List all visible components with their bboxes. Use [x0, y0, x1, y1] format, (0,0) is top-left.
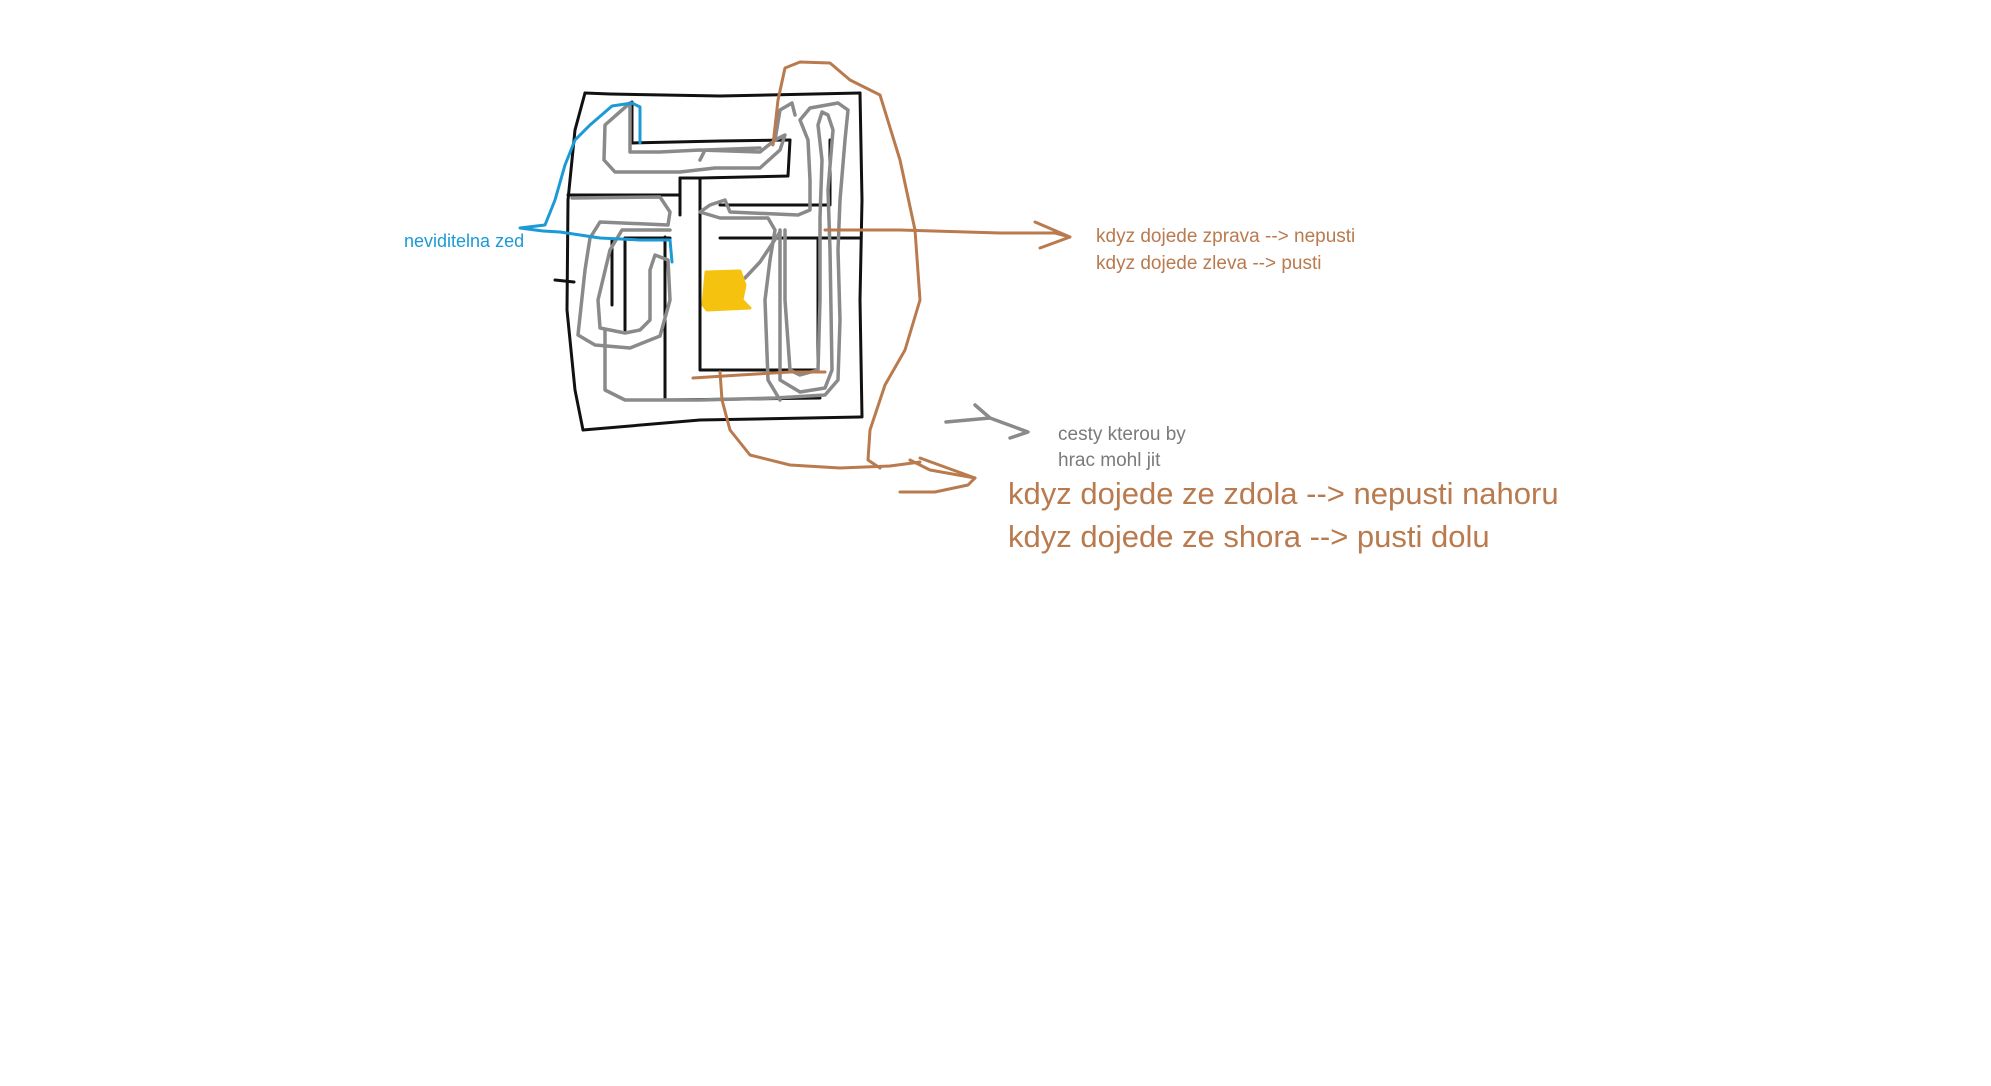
- top-rule-label: kdyz dojede ze shora --> pusti dolu: [1008, 519, 1490, 554]
- left-side-rule-label: kdyz dojede zleva --> pusti: [1096, 253, 1322, 274]
- player-paths: [570, 101, 1030, 440]
- maze-inner-walls: [553, 100, 862, 402]
- bottom-rule-label: kdyz dojede ze zdola --> nepusti nahoru: [1008, 476, 1559, 511]
- right-side-rule-label: kdyz dojede zprava --> nepusti: [1096, 226, 1356, 247]
- one-way-door-lines: [691, 60, 1072, 494]
- invisible-wall-line: [518, 101, 674, 264]
- maze-outer-walls: [565, 91, 864, 432]
- goal-icon: [701, 269, 752, 312]
- player-paths-label-line1: cesty kterou by: [1058, 424, 1186, 445]
- invisible-wall-label: neviditelna zed: [404, 231, 525, 251]
- player-paths-label-line2: hrac mohl jit: [1058, 450, 1161, 471]
